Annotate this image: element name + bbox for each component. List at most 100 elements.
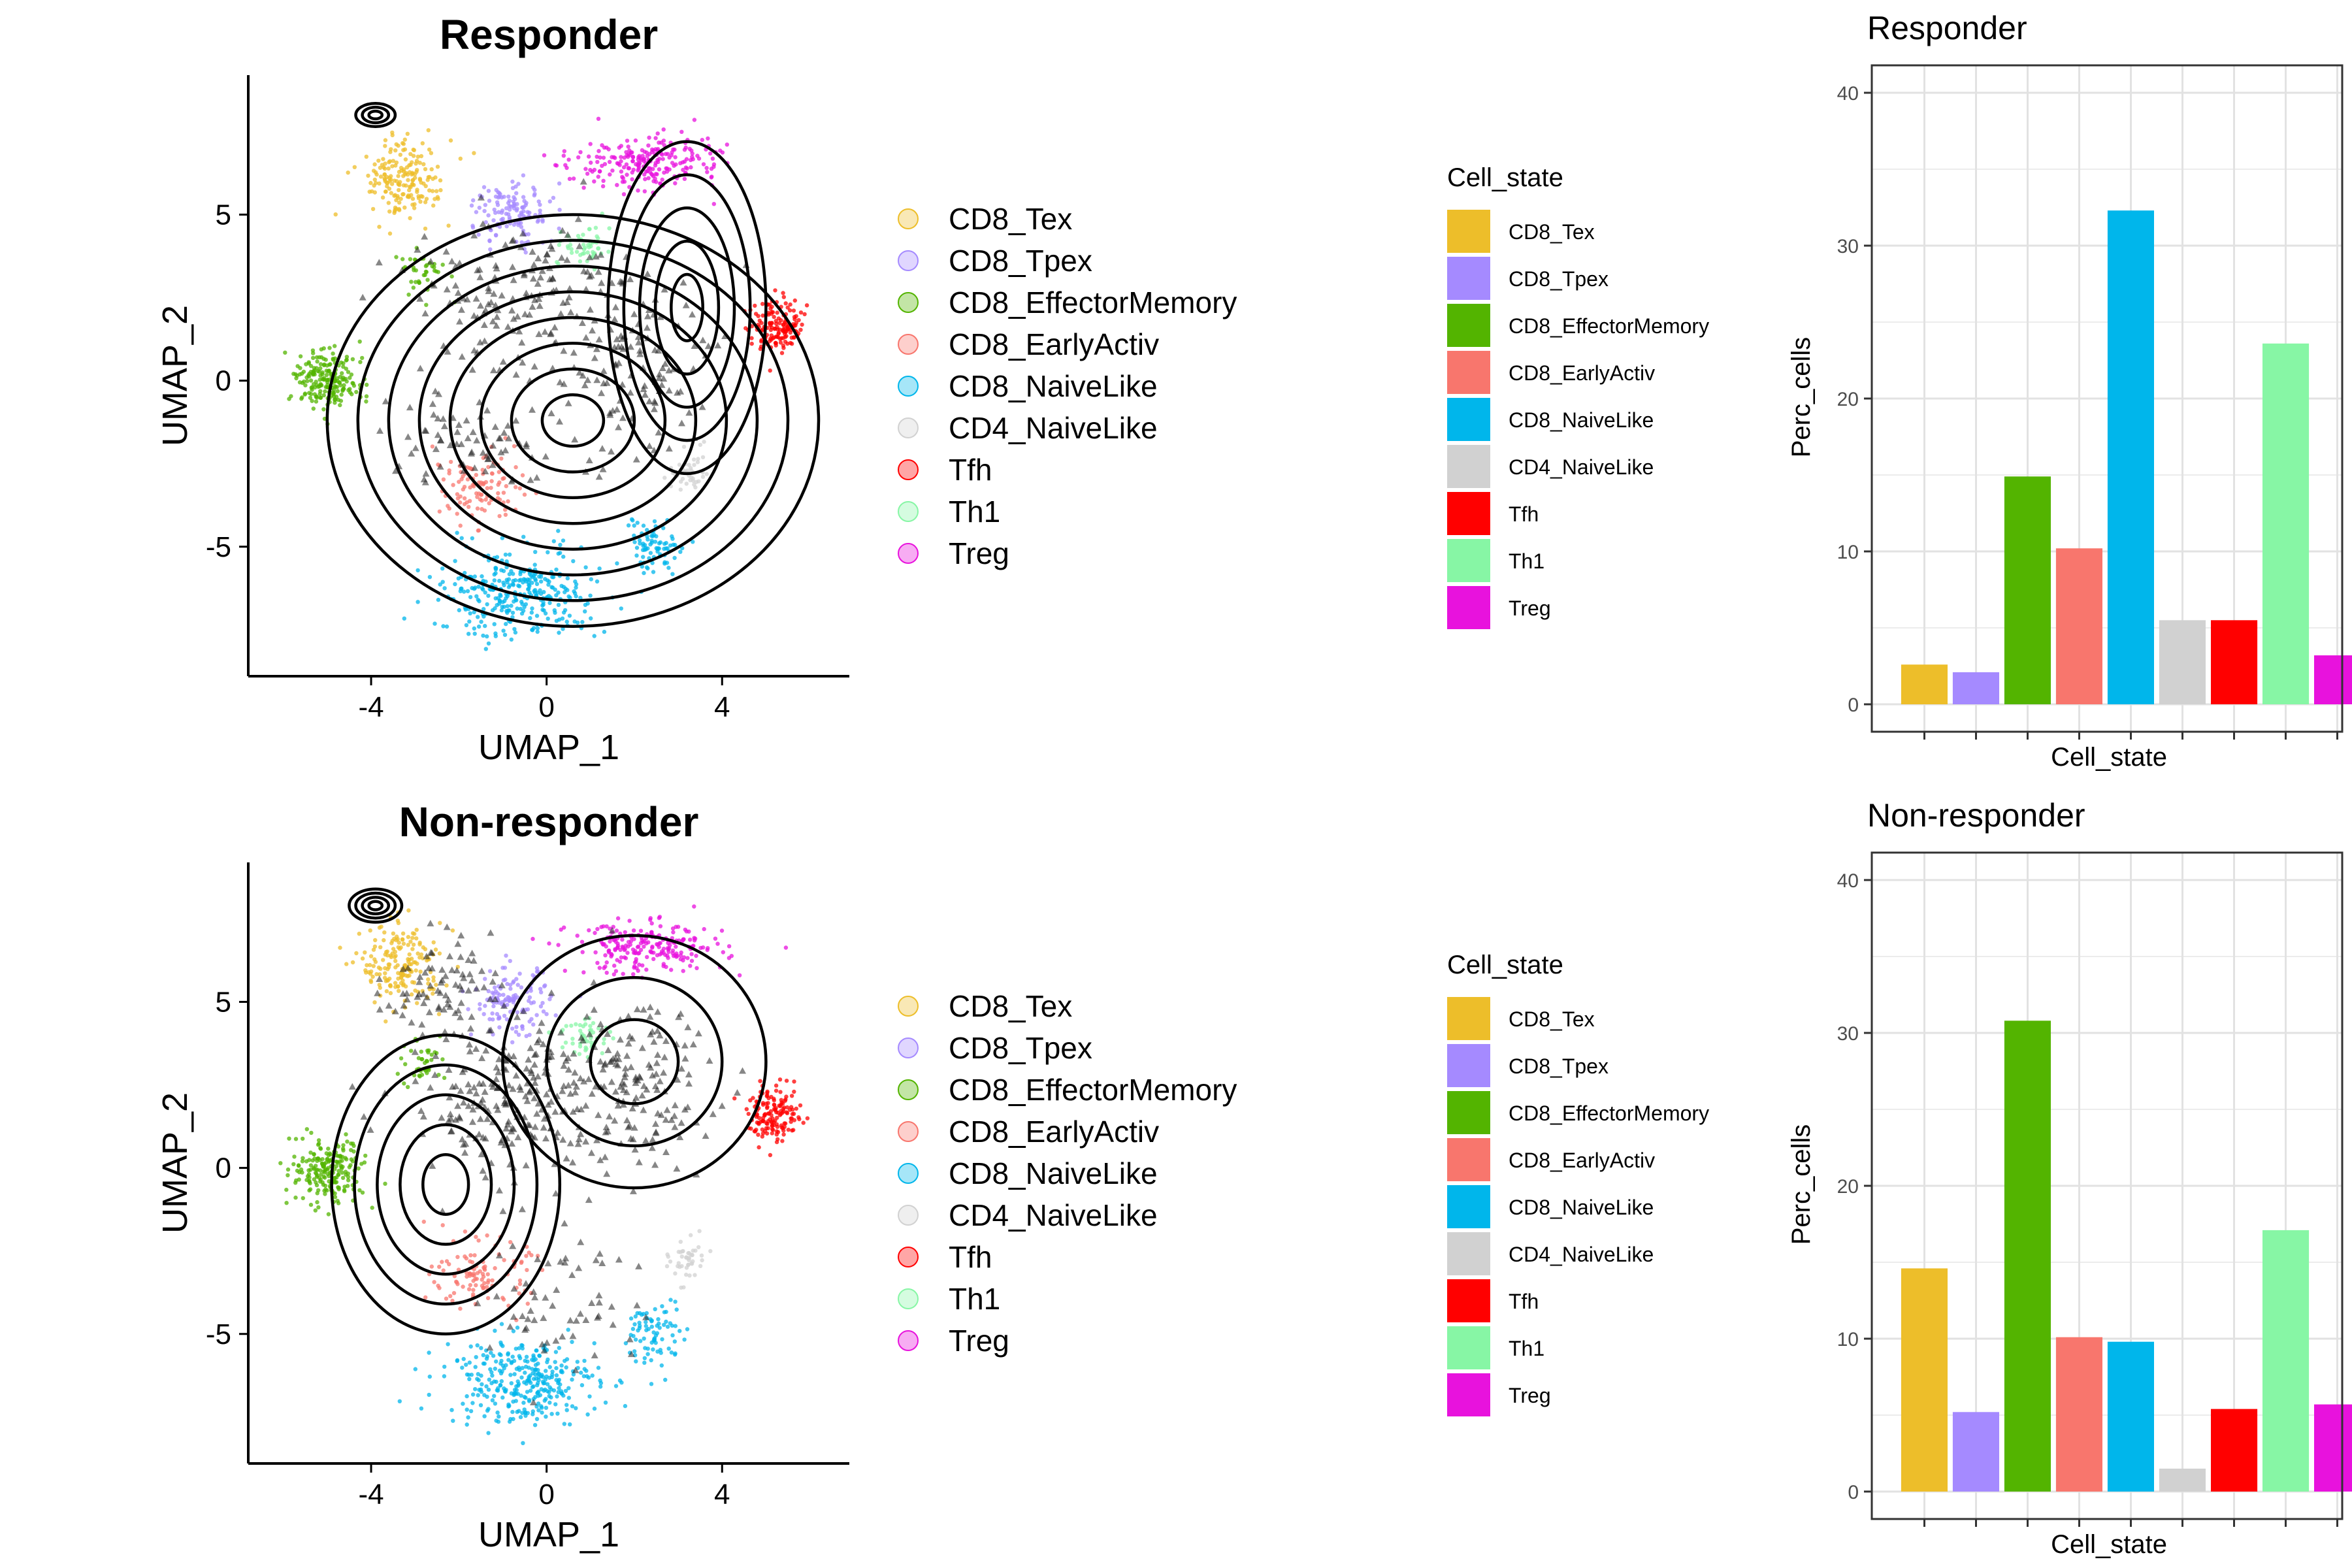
umap-point [510,1354,515,1359]
umap-point [660,1337,664,1342]
umap-point [589,160,593,165]
umap-point [500,1296,505,1300]
umap-point [781,295,786,299]
umap-triangle-point [685,1071,693,1078]
umap-triangle-point [523,1097,531,1104]
umap-point [419,952,424,957]
density-contour [367,109,384,121]
umap-point [476,1238,481,1243]
umap-point [662,1322,666,1327]
umap-triangle-point [556,378,564,385]
umap-point [566,1386,571,1390]
umap-triangle-point [538,1341,546,1348]
umap-point [474,1355,478,1360]
umap-point [309,1130,314,1135]
umap-triangle-point [714,342,722,349]
umap-point [287,397,291,401]
umap-triangle-point [533,1110,541,1117]
umap-point [570,1377,574,1382]
umap-legend-key [898,376,919,397]
umap-point [804,303,809,308]
umap-triangle-point [662,1116,670,1123]
umap-point [539,990,544,994]
umap-point [680,476,685,482]
umap-triangle-point [495,434,503,442]
umap-triangle-point [435,1005,443,1012]
bar-legend-key [1447,1138,1490,1181]
umap-point [544,1405,549,1410]
umap-triangle-point [457,986,465,993]
umap-point [638,947,644,953]
umap-point [333,212,338,217]
umap-triangle-point [630,1124,638,1131]
umap-point [569,1023,574,1028]
umap-point [519,1375,524,1380]
umap-point [424,302,429,307]
umap-triangle-point [425,1008,433,1015]
umap-point [481,482,485,487]
umap-point [476,1372,480,1377]
umap-point [322,377,327,382]
umap-plot-area: -4 0 450-5 [206,75,849,723]
umap-point [523,250,528,255]
umap-point [410,936,415,940]
umap-point [365,382,369,387]
umap-point [517,1354,521,1358]
umap-triangle-point [557,1258,564,1265]
umap-triangle-point [467,1024,474,1032]
umap-triangle-point [359,293,367,301]
umap-point [527,578,532,582]
umap-point [284,1187,289,1192]
umap-point [664,561,670,565]
umap-point [333,397,338,402]
umap-point [768,336,773,341]
umap-point [764,1105,770,1110]
umap-point [483,220,488,225]
umap-point [600,143,604,148]
bar-CD8_Tex [1901,1268,1948,1492]
umap-point [316,1138,321,1143]
umap-point [358,360,363,365]
umap-point [341,1148,346,1152]
umap-triangle-point [551,323,559,331]
umap-point [650,945,655,950]
bar-legend-key [1447,257,1490,300]
umap-point [376,965,382,970]
umap-point [481,578,485,583]
umap-point [311,351,316,355]
umap-point [593,950,598,955]
umap-point [646,176,651,180]
umap-triangle-point [678,1065,685,1072]
umap-point [336,1169,341,1173]
umap-triangle-point [518,338,526,346]
density-contour [545,975,724,1148]
umap-point [306,1168,311,1173]
umap-point [570,1339,574,1345]
umap-triangle-point [482,1135,489,1142]
umap-point [425,278,430,282]
umap-point [323,1192,327,1196]
umap-triangle-point [645,442,653,449]
umap-point [472,610,476,615]
umap-point [654,180,659,184]
umap-point [774,334,779,339]
umap-point [595,234,599,238]
umap-triangle-point [641,382,649,389]
bar-legend-key [1447,1279,1490,1322]
umap-point [665,953,670,958]
umap-point [713,936,718,941]
umap-point [660,177,664,182]
umap-point [535,1390,540,1395]
umap-point [688,938,693,942]
umap-point [451,1291,457,1296]
umap-point [528,1388,533,1393]
umap-point [542,153,547,157]
umap-triangle-point [663,1106,671,1113]
umap-point [666,1254,670,1259]
umap-point [315,1200,319,1205]
umap-point [370,974,375,979]
umap-triangle-point [476,266,483,273]
umap-point [495,203,500,207]
bar-legend-key [1447,1044,1490,1087]
umap-point [646,143,651,148]
